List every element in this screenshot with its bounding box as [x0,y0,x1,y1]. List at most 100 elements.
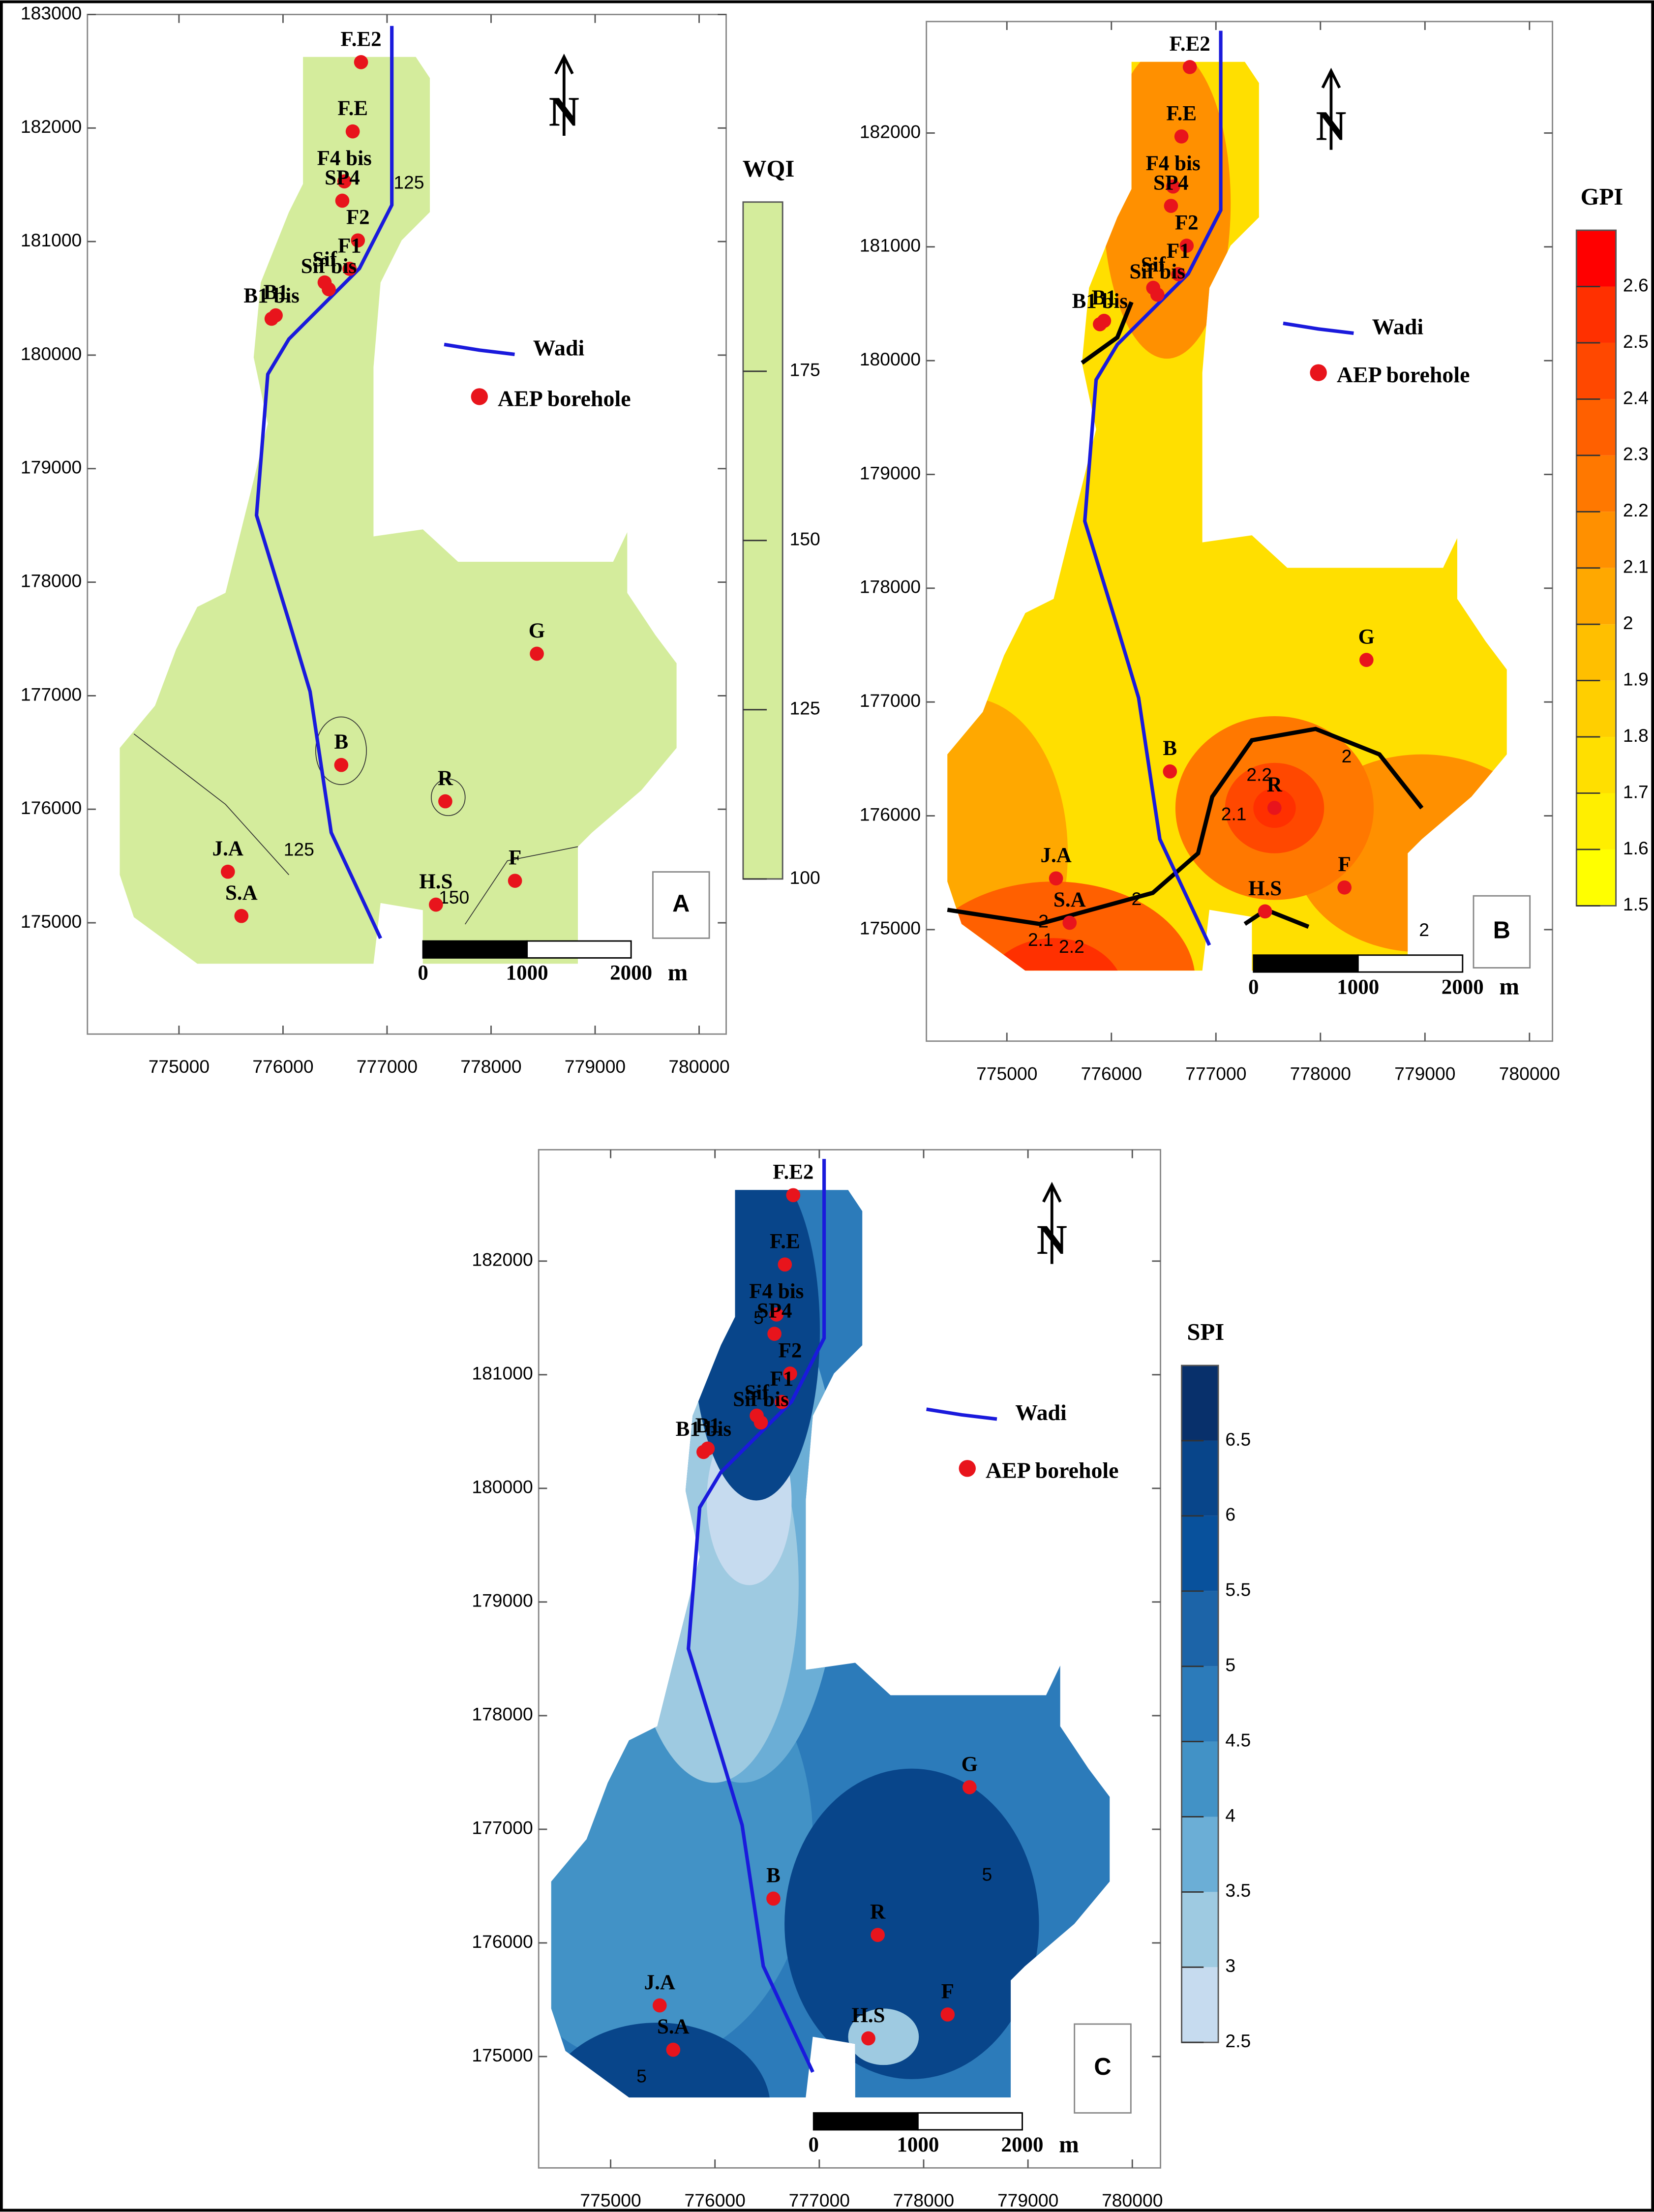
x-tick-label: 776000 [685,2190,746,2211]
colorbar-tick-label: 100 [790,867,820,888]
x-tick-label: 779000 [565,1056,626,1077]
colorbar-band [1181,1365,1219,1441]
borehole [345,124,360,139]
borehole [1174,129,1189,144]
colorbar-band [1576,512,1616,568]
legend-label: AEP borehole [498,386,631,411]
borehole-label: B [766,1864,781,1887]
colorbar-band [1576,342,1616,399]
scale-label: 1000 [1337,975,1379,999]
legend-label: Wadi [1372,314,1424,339]
north-arrow [554,54,574,136]
scale-label: 2000 [610,962,652,985]
colorbar-band [1576,624,1616,681]
y-tick-label: 180000 [472,1477,533,1497]
colorbar-title: GPI [1581,183,1624,210]
colorbar-band [1576,455,1616,512]
borehole [1359,653,1374,667]
x-tick-label: 777000 [789,2190,850,2211]
borehole-label: S.A [225,881,258,905]
borehole [786,1188,801,1203]
surface-zone [848,2008,919,2065]
north-label: N [1316,102,1346,149]
borehole-label: B1 bis [1072,290,1128,313]
borehole [264,311,279,326]
colorbar-band [1576,286,1616,343]
y-tick-label: 179000 [860,462,921,483]
colorbar-band [1576,849,1616,906]
y-tick-label: 180000 [860,349,921,369]
borehole-label: F.E2 [773,1161,813,1184]
legend-wadi-line [926,1407,997,1421]
borehole [530,646,544,661]
y-tick-label: 181000 [860,235,921,256]
y-tick-label: 176000 [472,1931,533,1952]
borehole [766,1891,781,1906]
borehole-label: SP4 [325,166,360,189]
colorbar-title: SPI [1187,1319,1224,1345]
borehole-label: F.E [770,1230,800,1253]
y-tick-label: 178000 [860,576,921,597]
colorbar-band [1181,1741,1219,1817]
x-tick-label: 777000 [1185,1063,1246,1084]
borehole-label: J.A [644,1971,675,1994]
y-tick-label: 183000 [21,2,82,23]
y-tick-label: 181000 [21,230,82,250]
x-tick-label: 780000 [1102,2190,1163,2211]
borehole [354,55,368,69]
legend-label: Wadi [533,335,585,360]
borehole [342,262,357,276]
borehole-label: G [1358,625,1375,648]
contour-label: 125 [393,172,424,192]
borehole [220,864,235,879]
scale-segment [917,2112,1023,2131]
y-tick-label: 177000 [860,690,921,711]
colorbar-tick-label: 1.8 [1623,725,1649,746]
colorbar-band [1181,1440,1219,1516]
borehole [1171,267,1186,281]
borehole-label: F2 [1175,211,1199,234]
borehole [334,758,349,772]
borehole [1182,60,1197,74]
colorbar-band [1576,680,1616,737]
borehole [767,1327,782,1341]
scale-label: 0 [1248,975,1259,999]
y-tick-label: 179000 [21,457,82,478]
borehole-label: S.A [1053,888,1086,911]
borehole-label: B [334,730,349,754]
colorbar-tick-label: 3 [1225,1955,1235,1976]
contour-label: 2.2 [1246,764,1272,785]
contour-label: 5 [636,2066,647,2087]
borehole-label: Sif bis [301,255,357,278]
panel-letter-box [1074,2023,1132,2114]
borehole-label: SP4 [1153,171,1189,194]
contour-line [133,733,290,876]
colorbar-tick-label: 6.5 [1225,1429,1251,1450]
scale-segment [1357,954,1464,973]
borehole [429,897,443,912]
colorbar-tick-label: 2 [1623,612,1633,633]
borehole-label: F [941,1980,954,2003]
colorbar-band [1576,230,1616,287]
borehole-label: Sif [744,1381,769,1404]
surface-zone [784,1768,1039,2079]
scale-segment [1253,954,1359,973]
borehole [351,233,365,248]
borehole [769,1307,784,1322]
colorbar-tick-label: 5.5 [1225,1579,1251,1600]
borehole [322,282,336,297]
borehole-label: SP4 [757,1300,792,1323]
x-tick-label: 775000 [580,2190,641,2211]
borehole-label: H.S [851,2004,885,2027]
contour-label: 5 [982,1864,992,1885]
borehole [1337,880,1352,895]
x-tick-label: 778000 [893,2190,954,2211]
borehole [234,909,249,923]
colorbar-tick-label: 6 [1225,1504,1235,1525]
y-tick-label: 176000 [21,797,82,818]
colorbar-tick-label: 4 [1225,1805,1235,1825]
borehole [962,1780,977,1794]
x-tick-label: 776000 [1081,1063,1142,1084]
panel-letter: A [672,890,690,917]
